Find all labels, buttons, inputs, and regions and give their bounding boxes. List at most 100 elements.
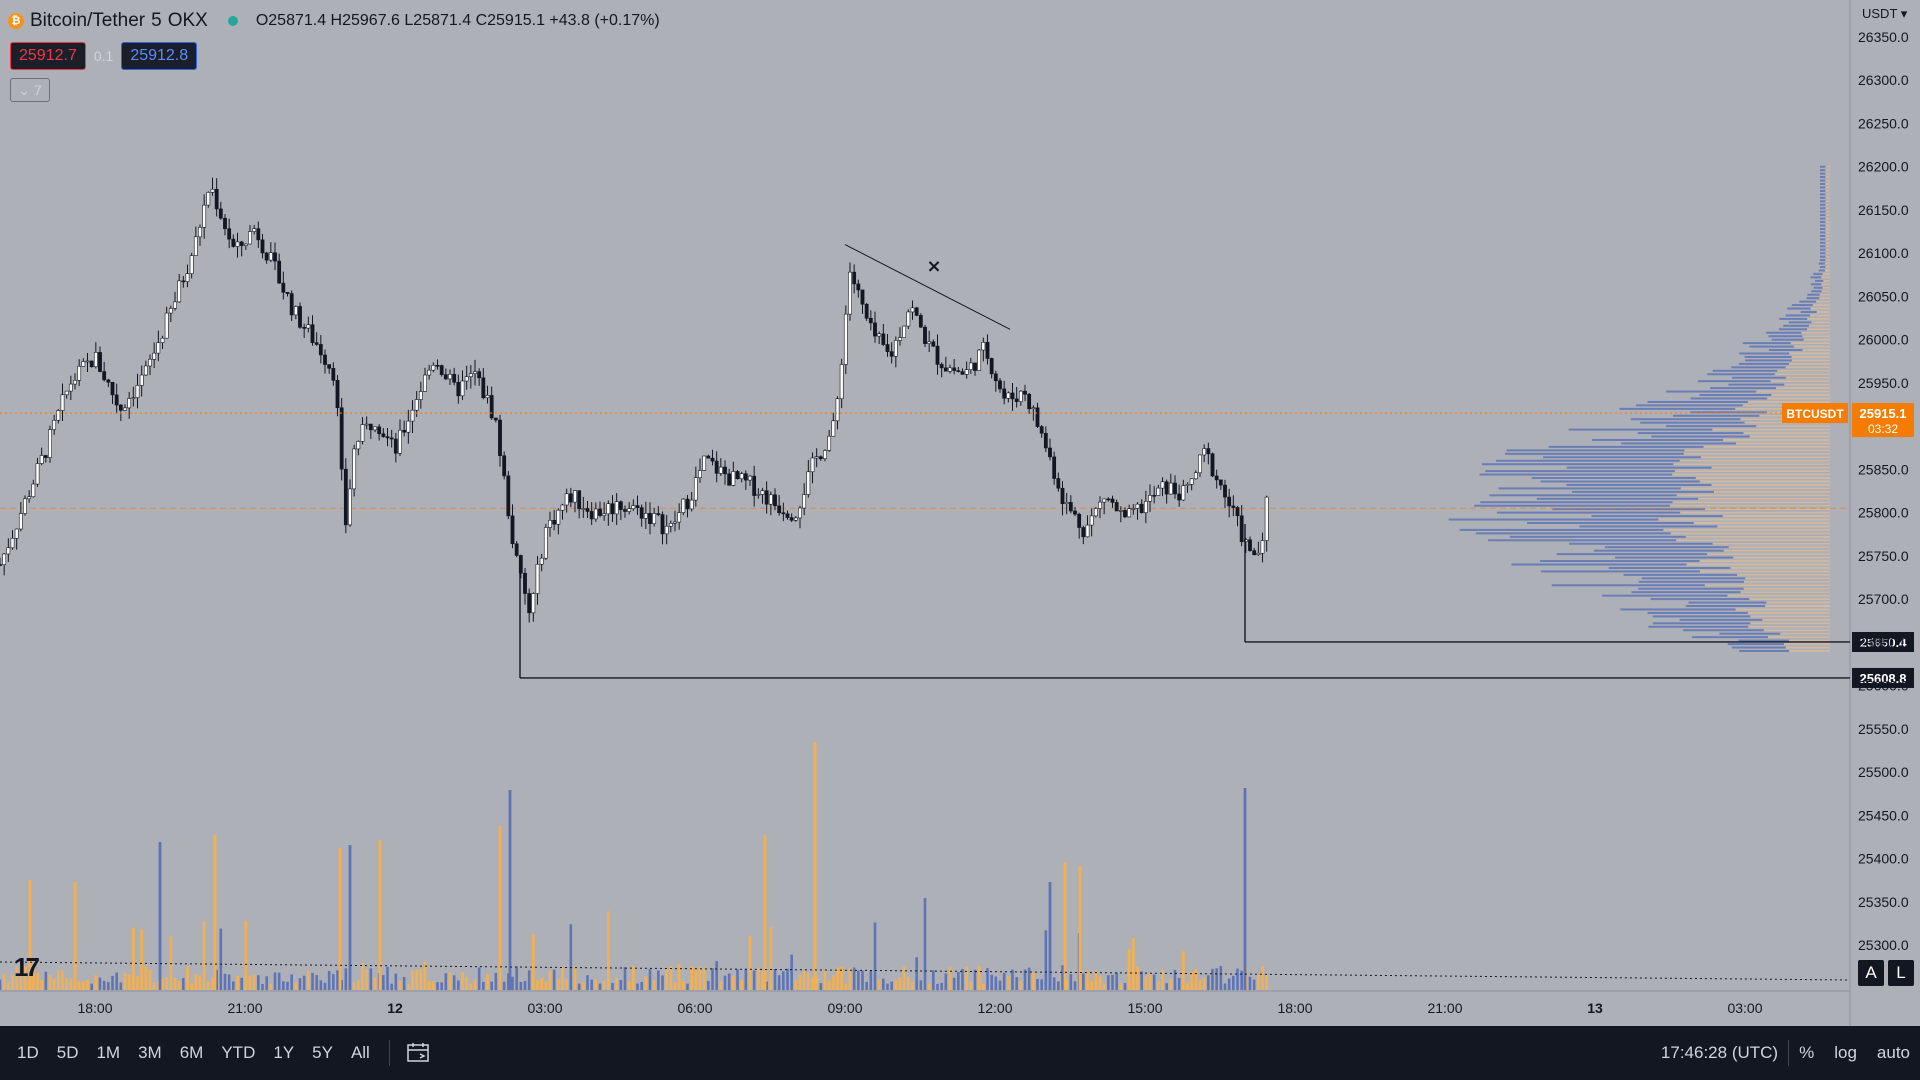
- volume-bar: [465, 976, 468, 990]
- range-button-3m[interactable]: 3M: [138, 1043, 162, 1062]
- profile-row-value-area: [1816, 300, 1830, 303]
- range-button-6m[interactable]: 6M: [179, 1043, 204, 1062]
- candle-body: [381, 433, 386, 437]
- volume-bar: [815, 975, 818, 990]
- candle-body: [1093, 508, 1098, 517]
- symbol-name[interactable]: Bitcoin/Tether: [30, 10, 146, 31]
- log-scale-toggle[interactable]: log: [1834, 1043, 1857, 1062]
- volume-bar: [477, 967, 481, 990]
- volume-bar: [711, 968, 714, 990]
- buy-price-button[interactable]: 25912.8: [121, 42, 198, 70]
- volume-bar: [857, 970, 860, 990]
- profile-row: [1615, 556, 1830, 559]
- horizontal-levels[interactable]: 25650.4 25608.8: [519, 523, 1914, 688]
- profile-row-value-area: [1736, 442, 1830, 445]
- range-button-1m[interactable]: 1M: [96, 1043, 121, 1062]
- symbol-info[interactable]: ₿ Bitcoin/Tether 5 OKX: [8, 10, 208, 32]
- profile-row: [1474, 504, 1830, 507]
- candle-body: [998, 380, 1002, 390]
- lock-scale-button[interactable]: L: [1888, 960, 1914, 986]
- volume-bar: [990, 974, 993, 990]
- range-button-1y[interactable]: 1Y: [273, 1043, 295, 1062]
- calendar-goto-icon[interactable]: [406, 1042, 432, 1064]
- candle-body: [1114, 502, 1119, 512]
- auto-scale-button[interactable]: A: [1858, 960, 1884, 986]
- profile-row-value-area: [1822, 286, 1830, 289]
- range-button-5y[interactable]: 5Y: [312, 1043, 333, 1062]
- percent-scale-toggle[interactable]: %: [1799, 1043, 1815, 1062]
- candle-body: [1039, 426, 1044, 434]
- utc-clock[interactable]: 17:46:28 (UTC): [1660, 1043, 1779, 1062]
- volume-bar: [861, 970, 864, 990]
- candle-body: [343, 468, 348, 526]
- candle-body: [731, 471, 736, 486]
- range-button-all[interactable]: All: [350, 1043, 370, 1062]
- candle-body: [718, 466, 723, 474]
- profile-row: [1636, 404, 1830, 407]
- profile-row-value-area: [1747, 611, 1830, 614]
- profile-row: [1511, 563, 1830, 566]
- profile-row: [1820, 176, 1830, 179]
- time-tick-label: 21:00: [1427, 1000, 1462, 1016]
- volume-bar: [773, 969, 777, 990]
- profile-row-value-area: [1819, 297, 1830, 300]
- candle-body: [193, 236, 198, 256]
- volume-bar: [315, 975, 318, 990]
- profile-row-value-area: [1825, 189, 1830, 192]
- indicators-collapse-button[interactable]: ⌄ 7: [10, 78, 50, 102]
- auto-scale-toggle[interactable]: auto: [1876, 1043, 1910, 1062]
- volume-bar: [1243, 788, 1247, 990]
- profile-row: [1739, 649, 1830, 652]
- candle-body: [1173, 482, 1177, 495]
- range-button-ytd[interactable]: YTD: [221, 1043, 256, 1062]
- sell-price-button[interactable]: 25912.7: [10, 42, 86, 70]
- currency-selector[interactable]: USDT ▾: [1862, 6, 1908, 21]
- candles: [0, 177, 1269, 623]
- volume-bar: [40, 979, 43, 990]
- volume-bar: [19, 976, 23, 990]
- volume-bar: [1073, 981, 1077, 990]
- volume-bar: [511, 976, 514, 990]
- candle-body: [477, 371, 482, 379]
- candle-body: [1231, 505, 1236, 508]
- candle-body: [410, 409, 415, 422]
- volume-bar: [423, 961, 427, 990]
- profile-row: [1820, 169, 1830, 172]
- profile-row-value-area: [1727, 594, 1830, 597]
- volume-bar: [732, 975, 735, 990]
- volume-bar: [290, 974, 293, 990]
- profile-row: [1810, 283, 1830, 286]
- profile-row-value-area: [1821, 276, 1830, 279]
- volume-bar: [673, 982, 677, 990]
- volume-bar: [236, 975, 239, 990]
- candle-body: [852, 271, 857, 285]
- range-button-1d[interactable]: 1D: [17, 1043, 39, 1062]
- candle-body: [1260, 540, 1265, 554]
- profile-row: [1768, 349, 1830, 352]
- profile-row: [1579, 525, 1830, 528]
- profile-row: [1666, 390, 1830, 393]
- profile-row-value-area: [1680, 511, 1830, 514]
- volume-bar: [615, 977, 618, 990]
- interval-label[interactable]: 5: [151, 10, 162, 31]
- price-tick-label: 26300.0: [1858, 72, 1909, 88]
- candle-body: [1118, 510, 1123, 512]
- candle-body: [639, 507, 644, 519]
- candle-body: [48, 429, 52, 458]
- candle-body: [560, 504, 565, 511]
- candle-body: [1218, 479, 1223, 486]
- volume-bar: [523, 980, 527, 990]
- profile-row-value-area: [1788, 362, 1830, 365]
- trend-line[interactable]: [844, 244, 1011, 330]
- volume-bar: [202, 920, 206, 990]
- volume-bar: [682, 981, 685, 990]
- volume-bar: [427, 981, 431, 990]
- indicators-count: 7: [33, 82, 42, 98]
- volume-bar: [1227, 978, 1231, 990]
- profile-row-value-area: [1762, 618, 1830, 621]
- candle-body: [735, 471, 740, 480]
- candle-body: [1156, 487, 1161, 496]
- volume-bar: [1065, 979, 1068, 990]
- range-button-5d[interactable]: 5D: [56, 1043, 79, 1062]
